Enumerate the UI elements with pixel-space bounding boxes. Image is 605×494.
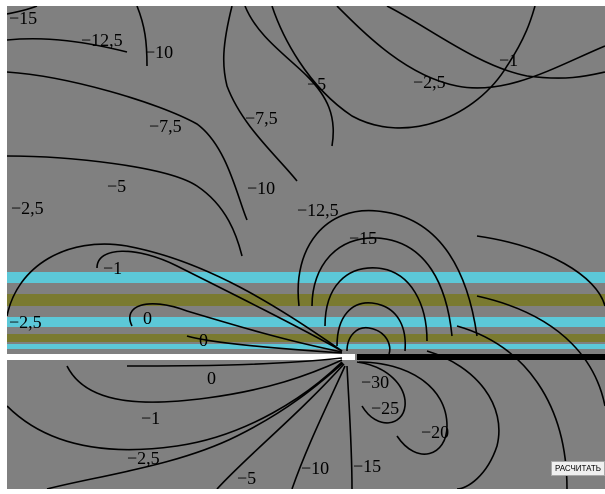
contour-line bbox=[291, 365, 346, 490]
contour-label: −2,5 bbox=[127, 448, 160, 468]
cyan-band-middle bbox=[7, 317, 605, 327]
contour-label: −1 bbox=[141, 408, 160, 428]
contour-line bbox=[66, 359, 343, 403]
contour-line bbox=[336, 302, 407, 352]
contour-line bbox=[358, 361, 448, 455]
contour-label: −2,5 bbox=[9, 312, 42, 332]
contour-line bbox=[336, 5, 605, 89]
contour-line bbox=[346, 326, 391, 355]
contour-label: −10 bbox=[145, 42, 173, 62]
contour-label: −12,5 bbox=[297, 200, 339, 220]
contour-label: 0 bbox=[207, 368, 216, 388]
contour-label: −1 bbox=[103, 258, 122, 278]
contour-line bbox=[222, 5, 298, 182]
contour-label: 0 bbox=[199, 330, 208, 350]
contour-line bbox=[244, 5, 335, 147]
contour-line bbox=[96, 250, 343, 352]
contour-plot-area: −15 −12,5 −10 −1 −5 −2,5 −7,5 −7,5 −5 −1… bbox=[6, 5, 605, 490]
contour-line bbox=[126, 357, 343, 367]
contour-line bbox=[6, 71, 248, 221]
contour-line bbox=[129, 303, 343, 353]
contour-line bbox=[476, 295, 605, 407]
contour-line bbox=[426, 350, 500, 490]
contour-label: 0 bbox=[143, 308, 152, 328]
contour-line bbox=[6, 5, 38, 15]
contour-label: −5 bbox=[307, 74, 326, 94]
cyan-band-bottom bbox=[7, 344, 605, 349]
black-plate bbox=[357, 354, 605, 360]
contour-line bbox=[6, 155, 243, 257]
contour-label: −7,5 bbox=[149, 116, 182, 136]
contour-line bbox=[136, 5, 148, 67]
contour-line bbox=[324, 267, 428, 342]
cyan-band-top bbox=[7, 272, 605, 283]
contour-label: −25 bbox=[371, 398, 399, 418]
contour-label: −7,5 bbox=[245, 108, 278, 128]
contour-line bbox=[46, 362, 344, 490]
contour-line bbox=[346, 365, 353, 490]
contour-line bbox=[297, 209, 478, 337]
contour-line bbox=[456, 325, 568, 490]
contour-line bbox=[386, 5, 605, 79]
contour-line bbox=[6, 37, 128, 53]
contour-label: −5 bbox=[237, 468, 256, 488]
contour-label: −30 bbox=[361, 372, 389, 392]
contour-label: −12,5 bbox=[81, 30, 123, 50]
contour-label: −20 bbox=[421, 422, 449, 442]
contour-line bbox=[311, 237, 453, 337]
contour-label: −15 bbox=[9, 8, 37, 28]
contour-line bbox=[476, 235, 605, 307]
calculate-button[interactable]: РАСЧИТАТЬ bbox=[550, 461, 605, 476]
contour-line bbox=[216, 363, 345, 490]
contour-line bbox=[271, 5, 536, 129]
contour-label: −10 bbox=[301, 458, 329, 478]
white-plate bbox=[7, 354, 355, 360]
contour-label: −2,5 bbox=[11, 198, 44, 218]
contour-plot: −15 −12,5 −10 −1 −5 −2,5 −7,5 −7,5 −5 −1… bbox=[6, 5, 605, 490]
contour-line bbox=[6, 243, 343, 352]
contour-label: −15 bbox=[353, 456, 381, 476]
contour-labels: −15 −12,5 −10 −1 −5 −2,5 −7,5 −7,5 −5 −1… bbox=[9, 8, 518, 488]
contour-line bbox=[356, 361, 406, 424]
contour-label: −5 bbox=[107, 176, 126, 196]
contour-label: −1 bbox=[499, 50, 518, 70]
contour-line bbox=[186, 335, 343, 354]
contour-label: −15 bbox=[349, 228, 377, 248]
contour-line bbox=[6, 361, 343, 451]
contour-lines bbox=[6, 5, 605, 490]
olive-band-top bbox=[7, 294, 605, 306]
olive-band-bottom bbox=[7, 334, 605, 342]
contour-label: −2,5 bbox=[413, 72, 446, 92]
contour-label: −10 bbox=[247, 178, 275, 198]
